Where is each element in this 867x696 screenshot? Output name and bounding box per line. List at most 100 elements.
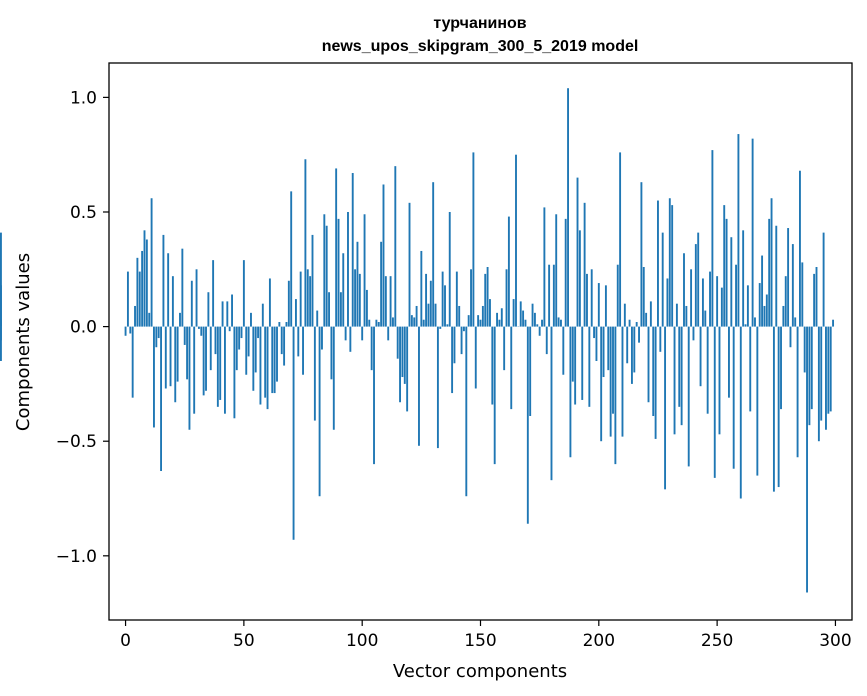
- bar: [590, 269, 593, 327]
- bar: [264, 326, 267, 398]
- bar: [313, 326, 316, 421]
- bar: [732, 326, 735, 469]
- bar: [723, 205, 726, 327]
- bar: [368, 319, 371, 327]
- bar: [451, 326, 454, 394]
- bar: [470, 269, 472, 327]
- bar: [406, 326, 409, 412]
- bar: [389, 276, 392, 327]
- bar: [560, 319, 562, 327]
- bar: [138, 271, 141, 327]
- bar: [330, 326, 333, 380]
- bar: [642, 267, 645, 327]
- bar: [273, 326, 276, 394]
- bar: [829, 326, 832, 412]
- bar: [496, 312, 499, 327]
- bar: [685, 305, 688, 327]
- bar: [746, 285, 749, 327]
- bar: [458, 305, 461, 327]
- bar: [335, 168, 338, 327]
- bar: [342, 253, 345, 327]
- bar: [737, 134, 740, 327]
- bar: [425, 273, 428, 327]
- bar: [439, 326, 442, 329]
- bar: [155, 326, 158, 348]
- bar: [302, 326, 304, 375]
- bar: [716, 276, 719, 327]
- x-tick-label: 100: [346, 631, 378, 651]
- bar: [794, 317, 797, 327]
- bar: [529, 326, 532, 416]
- bar: [614, 326, 617, 465]
- bar: [321, 326, 323, 350]
- bar: [413, 317, 416, 327]
- bar: [825, 326, 827, 430]
- bar: [474, 326, 477, 389]
- bar: [394, 166, 397, 327]
- bar: [626, 326, 629, 364]
- bar: [304, 159, 307, 327]
- bar: [292, 326, 295, 540]
- bar: [647, 326, 650, 403]
- bar: [294, 299, 297, 327]
- bar: [363, 214, 366, 327]
- bar: [228, 326, 231, 332]
- bar: [730, 237, 733, 327]
- bar: [197, 326, 200, 329]
- bar: [169, 326, 172, 387]
- bar: [358, 273, 361, 327]
- plot-frame: [108, 62, 853, 621]
- bar: [278, 322, 281, 327]
- bar: [609, 326, 612, 437]
- bar: [205, 326, 207, 391]
- bar: [472, 152, 475, 327]
- bar: [427, 303, 430, 327]
- bar: [628, 319, 631, 327]
- bar: [444, 285, 446, 327]
- bar: [661, 232, 664, 327]
- bar: [763, 305, 766, 327]
- bar: [441, 271, 444, 327]
- bar: [694, 244, 697, 327]
- bar: [784, 276, 787, 327]
- bar: [384, 276, 387, 327]
- x-tick-label: 300: [819, 631, 851, 651]
- bar: [455, 271, 458, 327]
- bar: [543, 207, 546, 327]
- bar: [604, 285, 607, 327]
- bar: [761, 255, 764, 327]
- bar: [664, 326, 667, 490]
- bar: [354, 269, 357, 327]
- bar: [240, 326, 243, 339]
- x-axis-label: Vector components: [393, 661, 567, 682]
- bar: [432, 182, 435, 327]
- bar: [209, 326, 212, 371]
- bar: [150, 198, 153, 327]
- bar: [280, 326, 283, 355]
- bar: [512, 299, 515, 327]
- bar: [436, 326, 439, 449]
- bar: [621, 326, 624, 437]
- bar: [318, 326, 321, 497]
- bar: [564, 218, 567, 327]
- bar: [179, 312, 181, 327]
- bar: [489, 299, 491, 327]
- bar: [602, 326, 605, 378]
- bar: [578, 230, 581, 327]
- bar: [749, 326, 752, 412]
- bar: [574, 326, 577, 405]
- bar: [616, 264, 619, 327]
- bar: [801, 262, 804, 327]
- bar: [214, 326, 217, 355]
- bar: [675, 303, 678, 327]
- bar: [448, 211, 451, 327]
- bar: [311, 234, 314, 327]
- bar: [325, 225, 328, 327]
- bar: [408, 202, 411, 327]
- bars-group: [0, 88, 835, 593]
- bar: [796, 326, 799, 458]
- bar: [171, 276, 174, 327]
- bar: [789, 326, 792, 348]
